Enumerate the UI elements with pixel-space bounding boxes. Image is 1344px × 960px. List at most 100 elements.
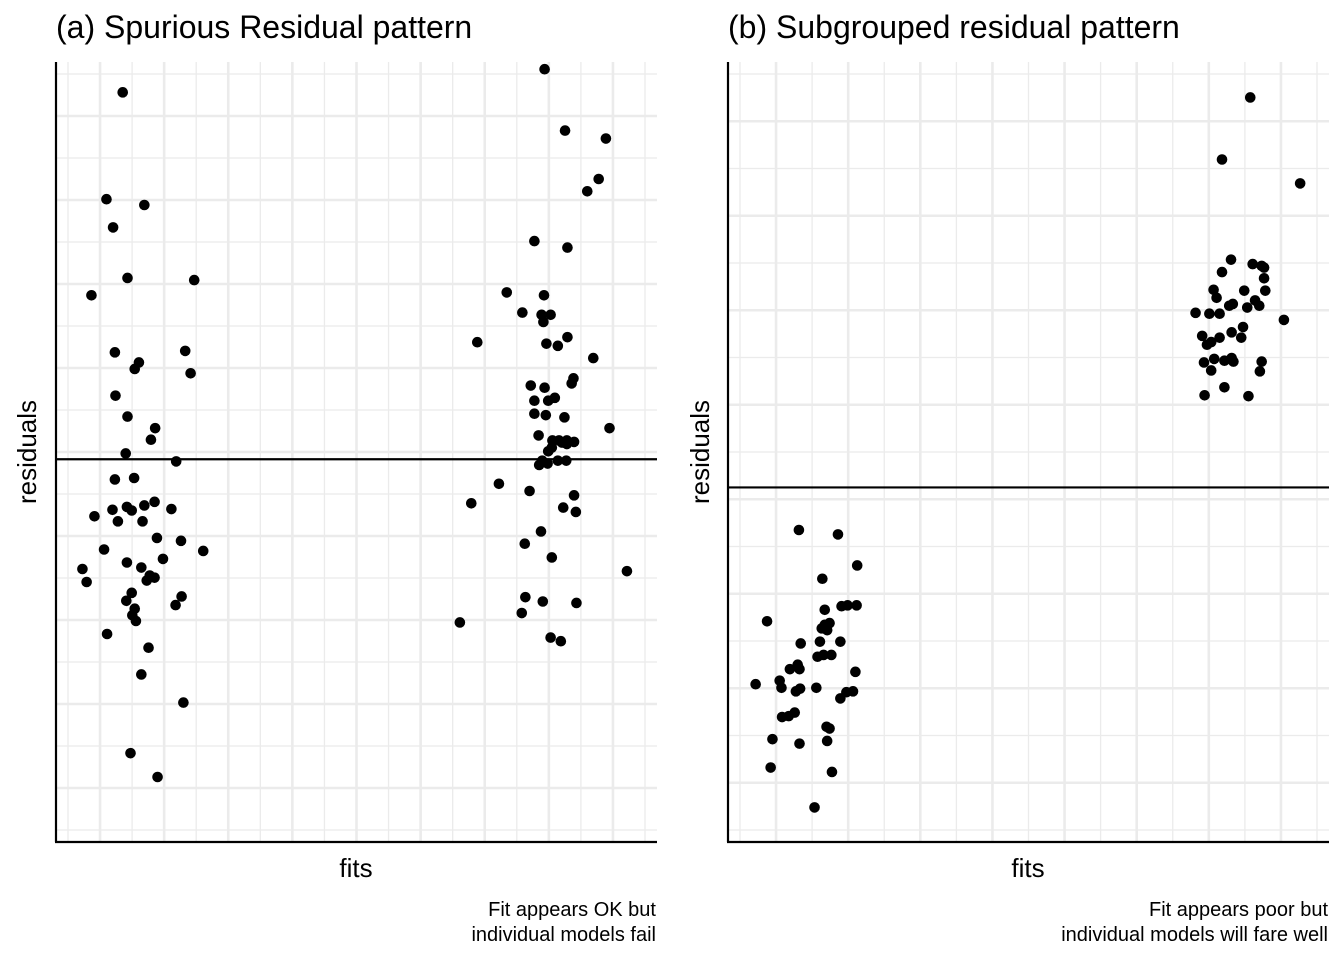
data-point <box>535 526 547 537</box>
data-point <box>566 378 577 389</box>
data-point <box>109 474 121 485</box>
data-point <box>179 345 191 357</box>
data-point <box>836 600 847 612</box>
data-point <box>126 505 138 516</box>
data-point <box>537 596 549 607</box>
panel-b-x-axis-label: fits <box>1011 853 1044 883</box>
data-point <box>519 538 531 550</box>
data-point <box>552 340 564 352</box>
data-point <box>136 562 147 573</box>
panel-a-caption-line-2: individual models fail <box>471 924 656 946</box>
panel-b: (b) Subgrouped residual pattern fits res… <box>685 9 1329 946</box>
data-point <box>101 628 113 640</box>
data-point <box>1216 154 1228 165</box>
data-point <box>761 615 773 627</box>
data-point <box>516 607 528 619</box>
data-point <box>520 591 531 603</box>
data-point <box>122 272 133 284</box>
data-point <box>555 635 567 647</box>
data-point <box>1247 258 1258 270</box>
data-point <box>1211 292 1222 304</box>
data-point <box>501 287 513 298</box>
data-point <box>157 553 169 565</box>
data-point <box>117 87 129 98</box>
data-point <box>824 723 835 734</box>
data-point <box>136 669 147 680</box>
data-point <box>814 636 826 647</box>
data-point <box>1205 365 1217 376</box>
data-point <box>850 666 861 678</box>
data-point <box>765 762 776 773</box>
data-point <box>1259 285 1271 296</box>
data-point <box>587 352 599 364</box>
data-point <box>1208 353 1220 365</box>
panel-b-title: (b) Subgrouped residual pattern <box>728 9 1180 45</box>
data-point <box>525 380 537 391</box>
data-point <box>533 459 545 471</box>
data-point <box>821 735 833 747</box>
data-point <box>125 747 136 759</box>
data-point <box>794 663 805 675</box>
data-point <box>1208 284 1219 296</box>
data-point <box>812 651 823 663</box>
data-point <box>98 544 110 555</box>
data-point <box>538 289 550 301</box>
data-point <box>465 497 477 509</box>
data-point <box>110 390 121 401</box>
data-point <box>1216 266 1228 278</box>
data-point <box>107 504 118 516</box>
data-point <box>1227 298 1239 310</box>
data-point <box>493 478 505 490</box>
data-point <box>149 422 161 434</box>
data-point <box>540 409 552 421</box>
data-point <box>137 516 148 527</box>
data-point <box>126 587 138 599</box>
data-point <box>545 632 556 643</box>
data-point <box>776 711 788 723</box>
panel-b-caption-line-2: individual models will fare well <box>1061 924 1328 946</box>
data-point <box>1199 389 1210 401</box>
data-point <box>570 506 582 518</box>
panel-b-y-axis-label: residuals <box>685 400 715 504</box>
data-point <box>794 738 805 749</box>
data-point <box>835 636 846 647</box>
data-point <box>559 412 570 423</box>
data-point <box>562 242 573 253</box>
data-point <box>1235 332 1247 343</box>
data-point <box>1258 262 1270 273</box>
data-point <box>149 572 160 583</box>
data-point <box>819 604 831 616</box>
data-point <box>129 363 141 375</box>
data-point <box>529 395 540 407</box>
data-point <box>1198 357 1210 368</box>
data-point <box>1254 366 1266 377</box>
data-point <box>826 766 838 778</box>
data-point <box>562 331 573 343</box>
data-point <box>545 309 556 321</box>
data-point <box>851 600 862 611</box>
data-point <box>542 445 554 457</box>
data-point <box>557 502 569 513</box>
data-point <box>1219 381 1230 393</box>
data-point <box>750 678 761 690</box>
data-point <box>529 235 540 247</box>
data-point <box>1237 321 1249 333</box>
panel-b-caption-line-1: Fit appears poor but <box>1149 899 1328 921</box>
data-point <box>170 599 181 611</box>
data-point <box>1226 327 1237 338</box>
data-point <box>847 686 859 697</box>
data-point <box>821 624 833 636</box>
data-point <box>112 516 124 527</box>
data-point <box>121 595 132 607</box>
data-point <box>1294 178 1306 189</box>
data-point <box>188 274 200 286</box>
data-point <box>121 557 133 568</box>
data-point <box>851 560 863 571</box>
data-point <box>109 347 121 358</box>
panel-a-x-axis-label: fits <box>339 853 372 883</box>
data-point <box>130 615 142 627</box>
data-point <box>546 552 558 563</box>
data-point <box>170 456 182 467</box>
data-point <box>139 199 150 211</box>
